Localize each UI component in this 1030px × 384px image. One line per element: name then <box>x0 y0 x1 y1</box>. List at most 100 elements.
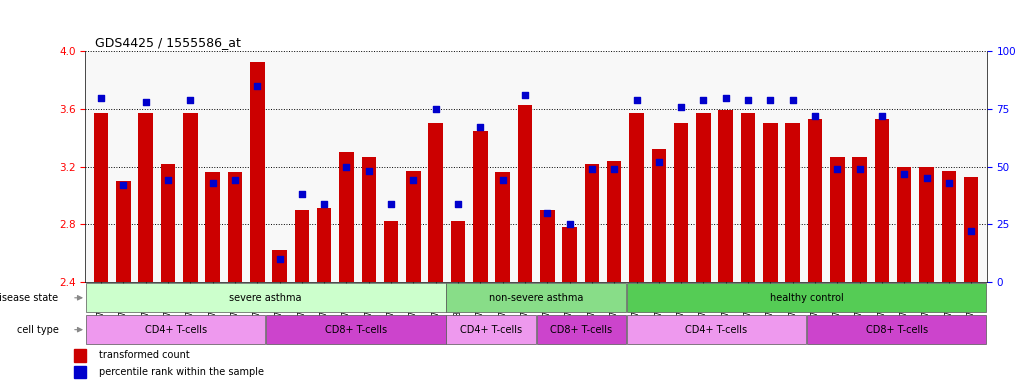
Point <box>873 113 890 119</box>
Bar <box>339 152 353 282</box>
Point <box>338 164 354 170</box>
Bar <box>74 366 87 379</box>
Point <box>294 191 310 197</box>
Bar <box>874 119 889 282</box>
Bar <box>228 172 242 282</box>
Text: CD8+ T-cells: CD8+ T-cells <box>865 324 928 335</box>
Bar <box>964 177 978 282</box>
Point <box>896 170 913 177</box>
Point <box>539 210 555 216</box>
Text: non-severe asthma: non-severe asthma <box>489 293 583 303</box>
Text: CD4+ T-cells: CD4+ T-cells <box>685 324 748 335</box>
Point <box>427 106 444 112</box>
Bar <box>518 105 533 282</box>
Bar <box>808 119 822 282</box>
Bar <box>585 164 599 282</box>
Point <box>606 166 622 172</box>
Bar <box>786 124 800 282</box>
Bar <box>85 283 446 313</box>
Text: cell type: cell type <box>16 324 59 335</box>
Point <box>651 159 667 165</box>
Text: percentile rank within the sample: percentile rank within the sample <box>99 367 264 377</box>
Point <box>940 180 957 186</box>
Bar <box>428 124 443 282</box>
Point <box>561 221 578 227</box>
Bar <box>161 164 175 282</box>
Point <box>806 113 823 119</box>
Point <box>316 200 333 207</box>
Point <box>718 94 734 101</box>
Point <box>249 83 266 89</box>
Point <box>227 177 243 184</box>
Text: CD8+ T-cells: CD8+ T-cells <box>550 324 612 335</box>
Point <box>517 92 534 98</box>
Bar <box>626 315 806 344</box>
Text: CD8+ T-cells: CD8+ T-cells <box>324 324 387 335</box>
Point <box>115 182 132 188</box>
Point <box>740 97 756 103</box>
Bar <box>562 227 577 282</box>
Bar <box>719 111 733 282</box>
Bar <box>205 172 219 282</box>
Text: GDS4425 / 1555586_at: GDS4425 / 1555586_at <box>95 36 240 49</box>
Bar <box>74 349 87 362</box>
Point <box>584 166 600 172</box>
Point <box>137 99 153 105</box>
Bar <box>537 315 626 344</box>
Bar <box>183 113 198 282</box>
Point <box>829 166 846 172</box>
Bar <box>741 113 755 282</box>
Bar <box>607 161 621 282</box>
Point <box>472 124 488 131</box>
Point <box>695 97 712 103</box>
Bar <box>317 209 332 282</box>
Point <box>182 97 199 103</box>
Bar <box>362 157 376 282</box>
Bar <box>406 171 420 282</box>
Bar <box>806 315 987 344</box>
Bar <box>446 283 626 313</box>
Text: CD4+ T-cells: CD4+ T-cells <box>460 324 522 335</box>
Point <box>450 200 467 207</box>
Text: transformed count: transformed count <box>99 351 190 361</box>
Point <box>494 177 511 184</box>
Point <box>93 94 109 101</box>
Bar <box>250 61 265 282</box>
Point <box>383 200 400 207</box>
Point <box>785 97 801 103</box>
Point <box>919 175 935 181</box>
Point <box>963 228 980 234</box>
Bar <box>85 315 266 344</box>
Bar <box>626 283 987 313</box>
Bar <box>446 315 536 344</box>
Bar <box>295 210 309 282</box>
Bar <box>116 181 131 282</box>
Bar <box>138 113 153 282</box>
Bar <box>853 157 867 282</box>
Point <box>673 104 689 110</box>
Bar <box>384 221 399 282</box>
Point <box>271 256 287 262</box>
Text: disease state: disease state <box>0 293 59 303</box>
Point <box>160 177 176 184</box>
Point <box>762 97 779 103</box>
Bar <box>674 124 688 282</box>
Bar <box>652 149 666 282</box>
Text: healthy control: healthy control <box>769 293 844 303</box>
Point <box>360 168 377 174</box>
Text: severe asthma: severe asthma <box>230 293 302 303</box>
Point <box>204 180 220 186</box>
Bar <box>540 210 554 282</box>
Bar <box>696 113 711 282</box>
Bar <box>919 167 934 282</box>
Bar <box>495 172 510 282</box>
Bar <box>473 131 487 282</box>
Bar <box>629 113 644 282</box>
Point <box>852 166 868 172</box>
Point <box>405 177 421 184</box>
Bar <box>266 315 446 344</box>
Bar <box>897 167 912 282</box>
Bar <box>830 157 845 282</box>
Bar <box>451 221 466 282</box>
Text: CD4+ T-cells: CD4+ T-cells <box>144 324 207 335</box>
